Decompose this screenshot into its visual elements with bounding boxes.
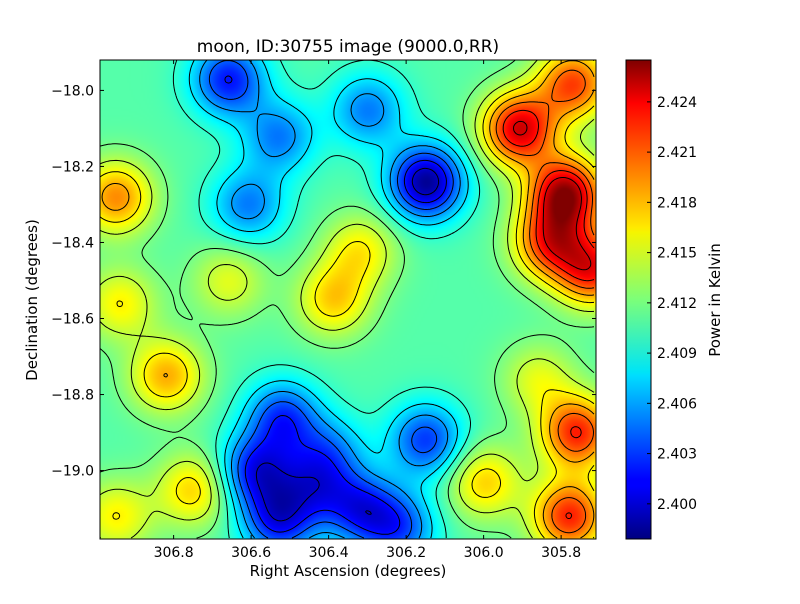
contour-line xyxy=(495,69,595,534)
colorbar-tick-label: 2.409 xyxy=(657,346,697,362)
colorbar-tick-label: 2.403 xyxy=(657,447,697,463)
y-tick-label: −18.0 xyxy=(51,83,94,99)
chart-title: moon, ID:30755 image (9000.0,RR) xyxy=(197,37,499,57)
y-axis-label: Declination (degrees) xyxy=(23,219,41,381)
contour-line xyxy=(199,60,461,539)
plot-frame xyxy=(99,59,597,540)
colorbar-tick-label: 2.412 xyxy=(657,296,697,312)
y-tick-label: −18.2 xyxy=(51,159,94,175)
x-tick-label: 306.0 xyxy=(464,545,504,561)
contour-line xyxy=(188,60,469,539)
plot-area xyxy=(100,60,596,539)
contour-line xyxy=(100,60,595,539)
colorbar-tick-label: 2.415 xyxy=(657,246,697,262)
contour-line xyxy=(100,60,595,539)
y-tick-label: −19.0 xyxy=(51,464,94,480)
contour-line xyxy=(513,120,592,271)
colorbar-tick-label: 2.424 xyxy=(657,95,697,111)
contour-line xyxy=(208,60,454,539)
contour-line xyxy=(101,60,595,539)
contour-line xyxy=(502,109,595,519)
contour-line xyxy=(224,75,447,535)
colorbar-tick-label: 2.421 xyxy=(657,145,697,161)
x-tick-label: 305.8 xyxy=(541,545,581,561)
heatmap-image xyxy=(100,60,596,539)
colorbar xyxy=(625,59,652,540)
contour-line xyxy=(100,60,595,539)
x-tick-label: 306.6 xyxy=(231,545,271,561)
y-axis-ticks: −18.0 −18.2 −18.4 −18.6 −18.8 −19.0 xyxy=(51,83,596,480)
colorbar-label: Power in Kelvin xyxy=(706,243,724,357)
x-tick-label: 306.2 xyxy=(386,545,426,561)
colorbar-tick-label: 2.418 xyxy=(657,195,697,211)
colorbar-tick-label: 2.406 xyxy=(657,396,697,412)
contour-line xyxy=(172,60,481,539)
contour-lines xyxy=(100,60,595,539)
colorbar-tick-label: 2.400 xyxy=(657,497,697,513)
y-tick-label: −18.6 xyxy=(51,312,94,328)
x-axis-label: Right Ascension (degrees) xyxy=(250,562,447,580)
y-tick-label: −18.8 xyxy=(51,388,94,404)
x-tick-label: 306.8 xyxy=(154,545,194,561)
y-tick-label: −18.4 xyxy=(51,235,94,251)
x-tick-label: 306.4 xyxy=(309,545,349,561)
x-axis-ticks: 306.8 306.6 306.4 306.2 306.0 305.8 xyxy=(154,60,581,561)
contour-line xyxy=(255,167,440,522)
colorbar-ticks: 2.400 2.403 2.406 2.409 2.412 2.415 2.418 2.421… xyxy=(647,95,697,513)
